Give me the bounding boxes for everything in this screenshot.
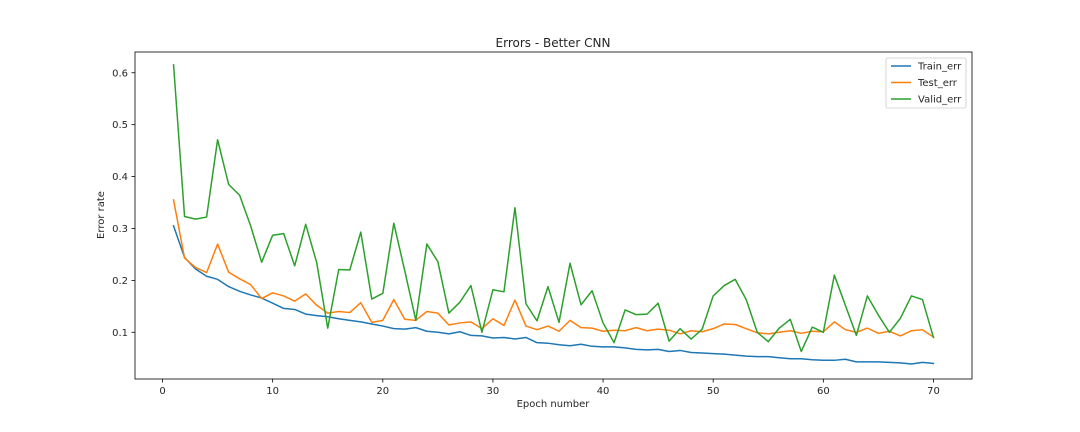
- x-tick-label: 30: [487, 386, 500, 397]
- legend-label: Train_err: [917, 62, 962, 73]
- series-layer: [172, 64, 935, 365]
- axes-layer: 0 10 20 30 40 50 60 70 0.1 0.2 0.3 0.4 0.5 0.6: [112, 68, 940, 397]
- chart-title: Errors - Better CNN: [496, 36, 611, 50]
- legend: Train_err Test_err Valid_err: [885, 57, 967, 109]
- x-tick-label: 0: [159, 386, 165, 397]
- legend-label: Test_err: [917, 78, 958, 89]
- x-tick-label: 10: [266, 386, 279, 397]
- x-axis-title: Epoch number: [517, 399, 591, 410]
- series-line-train-err: [172, 224, 935, 365]
- legend-box: [885, 57, 967, 109]
- legend-label: Valid_err: [918, 95, 962, 106]
- x-tick-label: 60: [817, 386, 830, 397]
- x-tick-label: 40: [597, 386, 610, 397]
- y-tick-label: 0.1: [112, 328, 128, 339]
- y-tick-label: 0.2: [112, 276, 128, 287]
- x-tick-label: 50: [707, 386, 720, 397]
- x-tick-label: 20: [376, 386, 389, 397]
- y-tick-label: 0.3: [112, 224, 128, 235]
- y-tick-label: 0.4: [112, 172, 128, 183]
- plot-area-frame: [134, 51, 973, 380]
- y-axis-title: Error rate: [96, 191, 107, 239]
- x-tick-label: 70: [927, 386, 940, 397]
- y-tick-label: 0.6: [112, 68, 128, 79]
- series-line-test-err: [172, 199, 935, 338]
- series-line-valid-err: [172, 64, 935, 353]
- y-tick-label: 0.5: [112, 120, 128, 131]
